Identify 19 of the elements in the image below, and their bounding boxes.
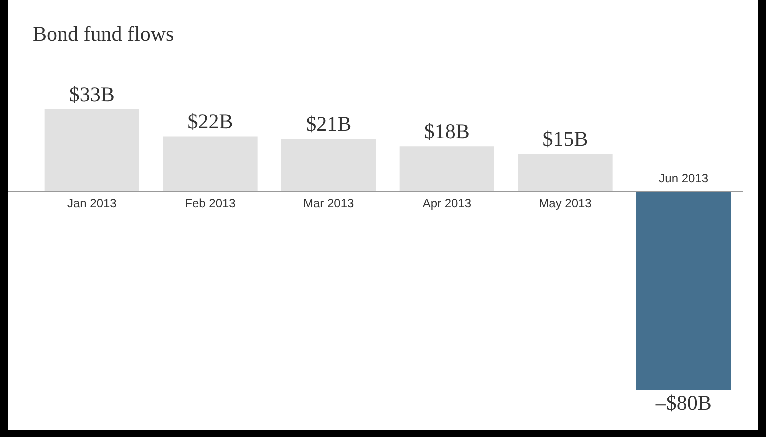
x-tick-label: Apr 2013 [422, 196, 472, 211]
x-tick-label: May 2013 [539, 196, 592, 211]
data-label: $33B [69, 82, 115, 106]
data-label: –$80B [654, 391, 712, 416]
data-label: $21B [306, 112, 352, 136]
x-tick-label: Mar 2013 [303, 196, 355, 211]
bar [636, 191, 732, 390]
x-tick-label: Jun 2013 [659, 172, 709, 186]
x-tick-label: Feb 2013 [185, 196, 236, 211]
data-label: $18B [424, 120, 470, 144]
bar [44, 109, 140, 192]
data-label: $15B [542, 127, 588, 152]
x-tick-label: Jan 2013 [67, 196, 118, 211]
bar [518, 154, 613, 192]
data-label: $22B [188, 110, 234, 134]
bar [400, 146, 494, 192]
chart-title: Bond fund flows [33, 22, 174, 47]
bar [163, 136, 258, 192]
bar [282, 139, 376, 192]
